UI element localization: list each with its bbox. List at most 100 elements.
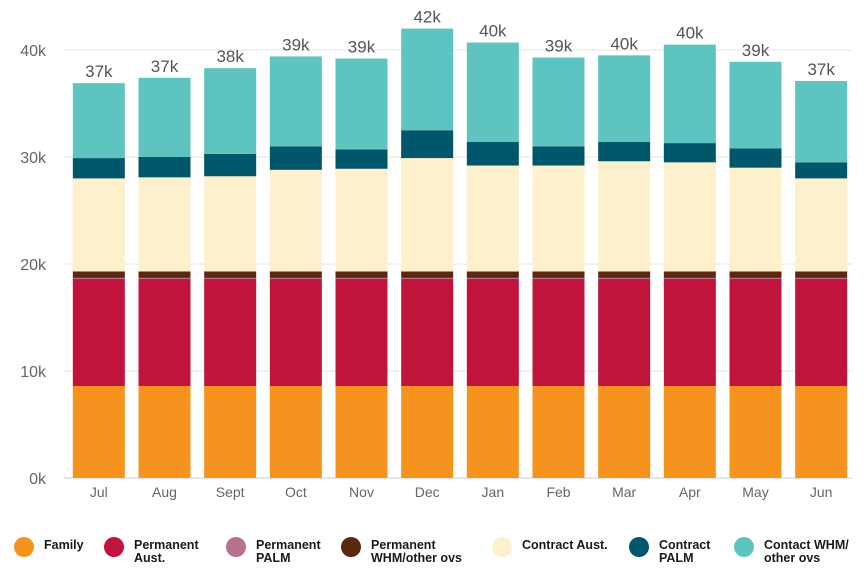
bar-segment <box>204 385 257 478</box>
bar-segment <box>729 277 782 279</box>
legend-label: Permanent WHM/other ovs <box>371 538 462 565</box>
bar-total-label: 38k <box>216 47 244 66</box>
bar-total-label: 39k <box>742 41 770 60</box>
legend-item: Contact WHM/ other ovs <box>734 530 849 565</box>
legend-item: Contract Aust. <box>492 530 608 557</box>
bar-segment <box>269 385 322 478</box>
x-tick-label: Feb <box>546 484 570 500</box>
bar-segment <box>795 178 848 272</box>
bar-segment <box>269 277 322 279</box>
bar-segment <box>795 271 848 278</box>
bar-total-label: 40k <box>610 34 638 53</box>
bar-segment <box>466 278 519 386</box>
bar-segment <box>72 271 125 278</box>
x-tick-label: Aug <box>152 484 177 500</box>
x-tick-label: Dec <box>415 484 440 500</box>
bar-total-label: 39k <box>348 38 376 57</box>
bar-segment <box>138 278 191 386</box>
bar-segment <box>335 271 388 278</box>
legend-swatch <box>734 537 754 557</box>
bar-segment <box>335 278 388 386</box>
bar-segment <box>729 385 782 478</box>
bar-segment <box>663 162 716 272</box>
bar-total-label: 42k <box>413 8 441 27</box>
chart-legend: Family Permanent Aust. Permanent PALM Perma… <box>0 530 866 569</box>
bar-segment <box>663 143 716 163</box>
bar-segment <box>138 385 191 478</box>
bar-segment <box>269 278 322 386</box>
bar-segment <box>269 56 322 147</box>
bar-segment <box>401 385 454 478</box>
bar-segment <box>598 55 651 143</box>
bar-segment <box>204 277 257 279</box>
bar-segment <box>204 176 257 272</box>
bar-segment <box>72 385 125 478</box>
bar-segment <box>335 277 388 279</box>
legend-item: Family <box>14 530 84 557</box>
bar-total-label: 37k <box>807 60 835 79</box>
bar-segment <box>795 81 848 163</box>
legend-item: Permanent WHM/other ovs <box>341 530 462 565</box>
bar-segment <box>532 271 585 278</box>
bar-segment <box>466 165 519 272</box>
legend-label: Permanent PALM <box>256 538 321 565</box>
bar-segment <box>401 158 454 272</box>
y-tick-label: 10k <box>20 364 47 381</box>
bar-segment <box>598 271 651 278</box>
bar-segment <box>72 83 125 159</box>
bar-segment <box>598 161 651 272</box>
stacked-bar-chart: 0k 10k 20k 30k 40k 37k Jul 37k Aug 38k Sept 39k Oct 3… <box>20 8 852 500</box>
bar-segment <box>204 271 257 278</box>
bar-total-label: 40k <box>479 22 507 41</box>
bar-total-label: 39k <box>282 35 310 54</box>
x-tick-label: Nov <box>349 484 374 500</box>
x-tick-label: Mar <box>612 484 636 500</box>
bar-segment <box>532 146 585 166</box>
bar-segment <box>466 271 519 278</box>
legend-item: Permanent PALM <box>226 530 321 565</box>
bar-segment <box>532 165 585 272</box>
legend-swatch <box>629 537 649 557</box>
legend-label: Contract PALM <box>659 538 711 565</box>
chart-canvas: 0k 10k 20k 30k 40k 37k Jul 37k Aug 38k Sept 39k Oct 3… <box>20 8 852 500</box>
x-tick-label: May <box>742 484 768 500</box>
bar-segment <box>204 68 257 154</box>
legend-swatch <box>104 537 124 557</box>
bar-segment <box>269 271 322 278</box>
bar-segment <box>663 271 716 278</box>
x-tick-label: Sept <box>216 484 245 500</box>
y-tick-label: 30k <box>20 150 47 167</box>
bar-segment <box>598 142 651 162</box>
bar-segment <box>138 157 191 178</box>
bar-segment <box>663 385 716 478</box>
x-tick-label: Jan <box>482 484 505 500</box>
bar-segment <box>138 271 191 278</box>
bar-segment <box>72 158 125 179</box>
bar-segment <box>401 277 454 279</box>
bar-segment <box>72 278 125 386</box>
legend-label: Contract Aust. <box>522 538 608 552</box>
x-tick-label: Oct <box>285 484 307 500</box>
bar-segment <box>335 58 388 150</box>
bar-total-label: 39k <box>545 36 573 55</box>
y-tick-label: 40k <box>20 43 47 60</box>
bar-segment <box>401 278 454 386</box>
bar-segment <box>795 162 848 179</box>
y-tick-label: 0k <box>29 471 47 488</box>
bar-segment <box>729 167 782 272</box>
bar-total-label: 40k <box>676 24 704 43</box>
x-tick-label: Jun <box>810 484 833 500</box>
bar-segment <box>401 130 454 159</box>
bar-segment <box>466 385 519 478</box>
bar-segment <box>598 278 651 386</box>
y-tick-label: 20k <box>20 257 47 274</box>
bar-segment <box>729 61 782 149</box>
legend-swatch <box>226 537 246 557</box>
bar-segment <box>795 278 848 386</box>
bar-segment <box>269 169 322 272</box>
legend-item: Contract PALM <box>629 530 710 565</box>
bar-segment <box>138 77 191 157</box>
bar-segment <box>138 177 191 272</box>
bar-segment <box>466 42 519 143</box>
legend-swatch <box>14 537 34 557</box>
